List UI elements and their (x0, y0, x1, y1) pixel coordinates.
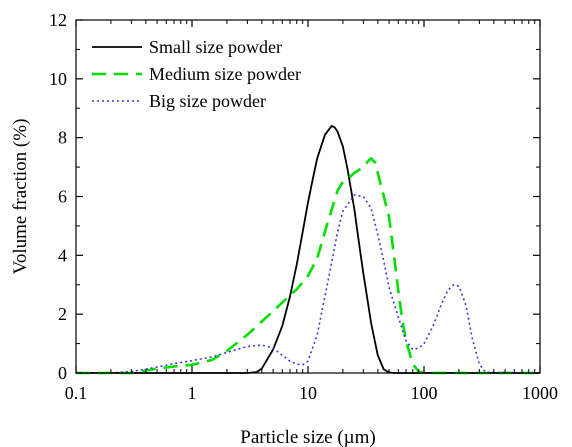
series-line-1 (76, 125, 540, 374)
x-tick-label: 0.1 (65, 383, 88, 403)
x-axis-label: Particle size (µm) (240, 427, 375, 447)
y-tick-label: 6 (58, 187, 67, 207)
y-axis-label: Volume fraction (%) (10, 119, 31, 275)
axes-layer (75, 19, 541, 374)
series-line-3 (76, 194, 541, 374)
legend: Small size powder Medium size powder Big s… (92, 37, 301, 111)
legend-label-2: Medium size powder (149, 64, 301, 84)
series-line-2 (76, 157, 540, 375)
x-tick-label: 10 (299, 383, 317, 403)
y-tick-label: 2 (58, 304, 67, 324)
x-tick-label: 100 (411, 383, 438, 403)
ticks-layer: 0.1 1 10 100 1000 0 2 4 6 8 10 12 (49, 10, 558, 403)
legend-label-3: Big size powder (149, 91, 266, 111)
x-tick-label: 1 (188, 383, 197, 403)
y-tick-label: 4 (58, 245, 67, 265)
x-tick-label: 1000 (522, 383, 558, 403)
series-layer (76, 125, 541, 375)
plot-frame (75, 19, 541, 374)
y-tick-label: 10 (49, 69, 67, 89)
y-tick-label: 0 (58, 363, 67, 383)
y-tick-label: 8 (58, 128, 67, 148)
legend-label-1: Small size powder (149, 37, 282, 57)
y-tick-label: 12 (49, 10, 67, 30)
